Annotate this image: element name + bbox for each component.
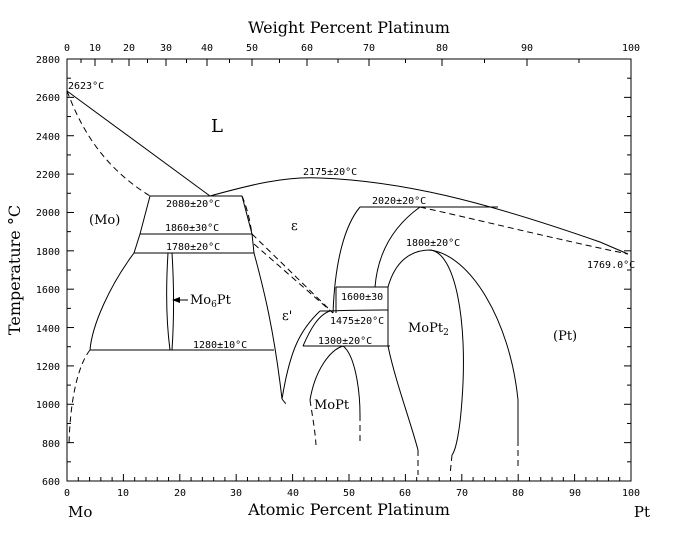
top-tick-label: 100 bbox=[622, 43, 640, 54]
mopt-left-top bbox=[302, 310, 331, 347]
pt-solvus bbox=[429, 249, 519, 440]
phase-boundaries bbox=[66, 90, 629, 476]
y-tick-label: 1200 bbox=[36, 362, 60, 373]
mopt2-right bbox=[387, 249, 464, 456]
mo6pt-left bbox=[166, 252, 171, 351]
y-tick-labels: 600 800 1000 1200 1400 1600 1800 2000 22… bbox=[36, 55, 60, 488]
y-tick-label: 2200 bbox=[36, 170, 60, 181]
temp-label-1280: 1280±10°C bbox=[193, 340, 247, 351]
y-tick-label: 1400 bbox=[36, 324, 60, 335]
y-tick-label: 600 bbox=[42, 477, 60, 488]
y-tick-label: 1000 bbox=[36, 400, 60, 411]
epsilon-left-boundary bbox=[241, 195, 283, 400]
mopt-left-dashed bbox=[309, 399, 317, 446]
bottom-tick-label: 80 bbox=[512, 488, 524, 499]
bottom-tick-labels: 0 10 20 30 40 50 60 70 80 90 100 bbox=[64, 488, 640, 499]
bottom-tick-label: 20 bbox=[174, 488, 186, 499]
temp-label-1300: 1300±20°C bbox=[318, 336, 372, 347]
epsilon-prime-dashed-1 bbox=[251, 233, 332, 312]
bottom-tick-label: 40 bbox=[287, 488, 299, 499]
mo6pt-right bbox=[171, 252, 174, 351]
isotherm-1475 bbox=[319, 309, 389, 312]
top-tick-label: 90 bbox=[521, 43, 533, 54]
bottom-tick-label: 70 bbox=[456, 488, 468, 499]
mopt2-right-dashed bbox=[449, 454, 453, 476]
mo-solvus-dashed bbox=[68, 349, 91, 446]
bottom-tick-label: 100 bbox=[622, 488, 640, 499]
epsilon-top-dashed bbox=[241, 195, 253, 235]
temp-label-1780: 1780±20°C bbox=[166, 242, 220, 253]
top-tick-labels: 0 10 20 30 40 50 60 70 80 90 100 bbox=[64, 43, 640, 54]
mo6pt-arrowhead bbox=[172, 297, 180, 303]
liquidus-line bbox=[66, 90, 211, 197]
mo-solvus-line bbox=[89, 195, 151, 351]
plot-frame bbox=[66, 58, 632, 482]
epsilon-prime-lower bbox=[281, 310, 321, 400]
left-element-label: Mo bbox=[68, 503, 92, 521]
y-tick-label: 1800 bbox=[36, 247, 60, 258]
top-tick-label: 20 bbox=[123, 43, 135, 54]
phase-label-epsilon: ε bbox=[291, 219, 298, 234]
bottom-tick-label: 90 bbox=[569, 488, 581, 499]
phase-label-epsilon-prime: ε' bbox=[282, 309, 292, 324]
phase-label-mopt: MoPt bbox=[314, 398, 350, 413]
top-tick-label: 10 bbox=[89, 43, 101, 54]
top-tick-label: 80 bbox=[436, 43, 448, 54]
phase-labels: L (Mo) ε ε' Mo6Pt MoPt MoPt2 (Pt) bbox=[89, 116, 577, 413]
mopt-dome bbox=[309, 345, 361, 416]
y-tick-label: 2600 bbox=[36, 93, 60, 104]
epsilon-prime-dashed-tail bbox=[281, 398, 287, 405]
top-tick-label: 40 bbox=[201, 43, 213, 54]
top-tick-label: 50 bbox=[246, 43, 258, 54]
temp-label-1769: 1769.0°C bbox=[587, 260, 635, 271]
phase-label-pt: (Pt) bbox=[553, 329, 577, 344]
y-axis-title: Temperature °C bbox=[5, 205, 24, 335]
phase-label-mopt2: MoPt2 bbox=[408, 321, 449, 338]
liquidus-dome bbox=[209, 177, 629, 255]
top-tick-label: 0 bbox=[64, 43, 70, 54]
top-tick-label: 70 bbox=[363, 43, 375, 54]
pt-solidus-dashed bbox=[419, 206, 629, 255]
y-tick-label: 2400 bbox=[36, 132, 60, 143]
phase-label-mo6pt: Mo6Pt bbox=[190, 293, 232, 310]
bottom-tick-label: 0 bbox=[64, 488, 70, 499]
temp-label-1800: 1800±20°C bbox=[406, 238, 460, 249]
temp-label-1475: 1475±20°C bbox=[330, 316, 384, 327]
temperature-labels: 2623°C 2175±20°C 2080±20°C 2020±20°C 186… bbox=[68, 81, 635, 351]
temp-label-1860: 1860±30°C bbox=[165, 223, 219, 234]
top-axis-title: Weight Percent Platinum bbox=[248, 18, 450, 37]
top-tick-label: 60 bbox=[301, 43, 313, 54]
top-tick-label: 30 bbox=[160, 43, 172, 54]
temp-label-1600: 1600±30 bbox=[341, 292, 383, 303]
tick-marks bbox=[66, 58, 632, 482]
bottom-tick-label: 60 bbox=[399, 488, 411, 499]
bottom-tick-label: 30 bbox=[230, 488, 242, 499]
y-tick-label: 1600 bbox=[36, 285, 60, 296]
epsilon-prime-dashed-2 bbox=[253, 243, 334, 314]
phase-label-mo: (Mo) bbox=[89, 213, 120, 228]
temp-label-2080: 2080±20°C bbox=[166, 199, 220, 210]
bottom-tick-label: 50 bbox=[343, 488, 355, 499]
bottom-tick-label: 10 bbox=[117, 488, 129, 499]
y-tick-label: 800 bbox=[42, 439, 60, 450]
phase-label-liquid: L bbox=[211, 116, 223, 137]
eps-mopt2-boundary bbox=[374, 206, 421, 288]
epsilon-right-boundary bbox=[332, 206, 361, 314]
temp-label-2175: 2175±20°C bbox=[303, 167, 357, 178]
y-tick-label: 2000 bbox=[36, 208, 60, 219]
mopt2-left bbox=[387, 287, 419, 451]
solidus-dashed-line bbox=[66, 90, 151, 197]
right-element-label: Pt bbox=[634, 503, 650, 521]
temp-label-2623: 2623°C bbox=[68, 81, 104, 92]
y-tick-label: 2800 bbox=[36, 55, 60, 66]
bottom-axis-title: Atomic Percent Platinum bbox=[247, 500, 450, 519]
temp-label-2020: 2020±20°C bbox=[372, 196, 426, 207]
